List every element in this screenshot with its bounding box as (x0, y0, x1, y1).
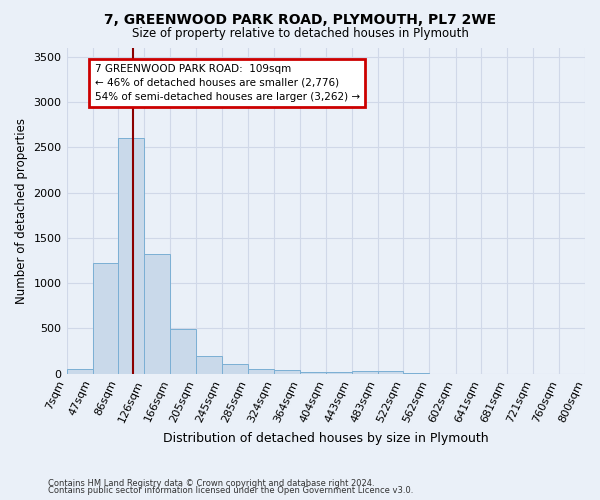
Text: Contains HM Land Registry data © Crown copyright and database right 2024.: Contains HM Land Registry data © Crown c… (48, 478, 374, 488)
Bar (352, 372, 378, 374)
Text: Size of property relative to detached houses in Plymouth: Size of property relative to detached ho… (131, 28, 469, 40)
Y-axis label: Number of detached properties: Number of detached properties (15, 118, 28, 304)
Bar (118, 138, 145, 374)
Bar (145, 254, 170, 374)
Bar (170, 330, 196, 374)
Bar (67, 369, 92, 374)
Bar (274, 370, 300, 374)
Bar (196, 356, 222, 374)
Bar (248, 370, 274, 374)
Bar (326, 372, 352, 374)
Text: Contains public sector information licensed under the Open Government Licence v3: Contains public sector information licen… (48, 486, 413, 495)
Text: 7, GREENWOOD PARK ROAD, PLYMOUTH, PL7 2WE: 7, GREENWOOD PARK ROAD, PLYMOUTH, PL7 2W… (104, 12, 496, 26)
Text: 7 GREENWOOD PARK ROAD:  109sqm
← 46% of detached houses are smaller (2,776)
54% : 7 GREENWOOD PARK ROAD: 109sqm ← 46% of d… (95, 64, 360, 102)
Bar (300, 372, 326, 374)
Bar (378, 372, 403, 374)
Bar (92, 263, 118, 374)
X-axis label: Distribution of detached houses by size in Plymouth: Distribution of detached houses by size … (163, 432, 488, 445)
Bar (222, 364, 248, 374)
